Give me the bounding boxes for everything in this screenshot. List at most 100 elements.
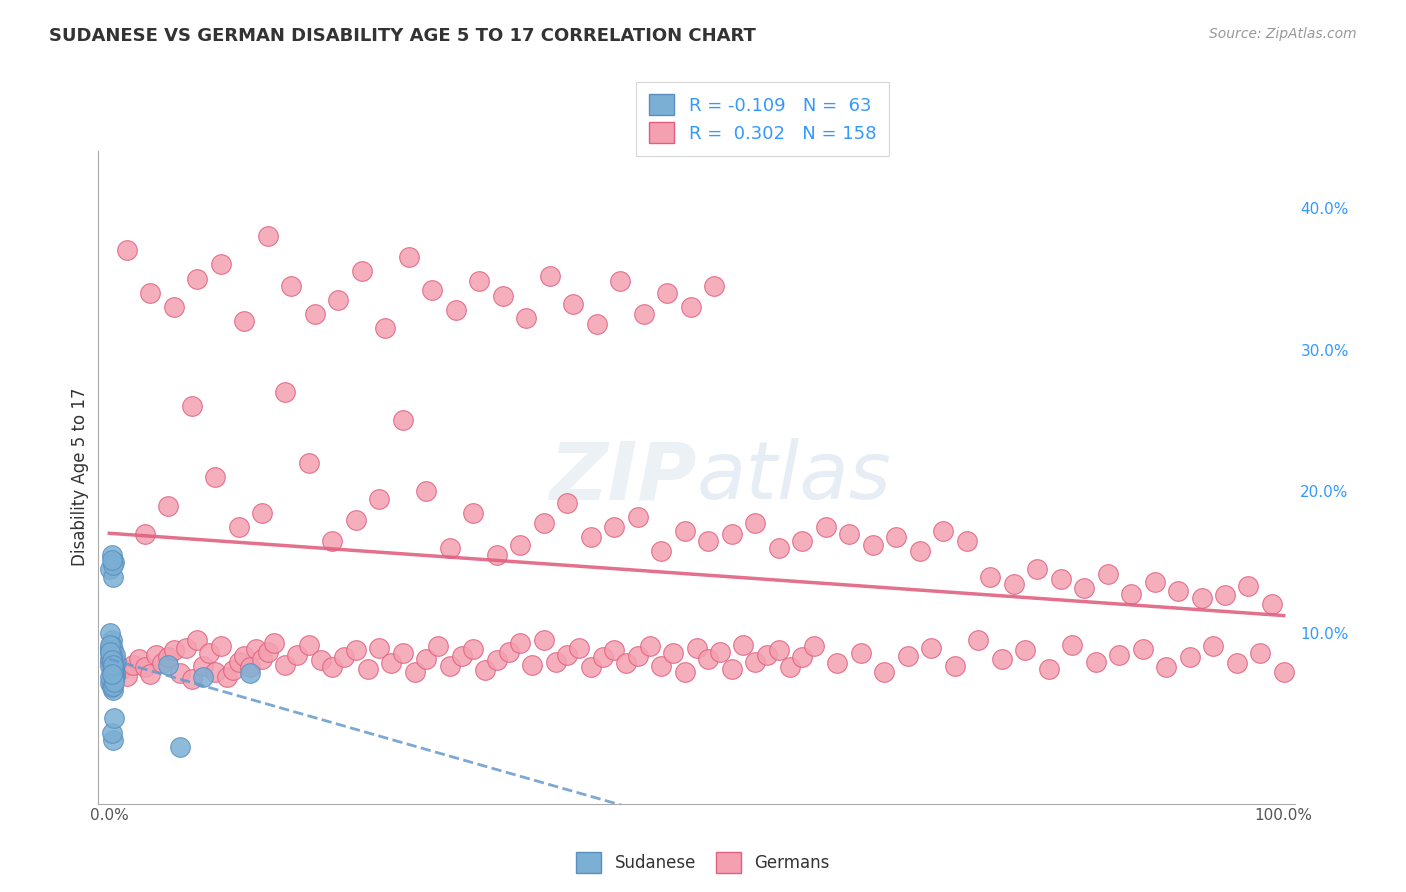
Point (1049, 573, 1071, 587)
Point (105, 655, 128, 669)
Point (374, 321, 396, 335)
Point (1237, 580, 1260, 594)
Point (221, 663, 243, 677)
Point (163, 300, 186, 314)
Point (101, 643, 124, 657)
Point (657, 285, 679, 300)
Point (838, 527, 860, 541)
Point (562, 297, 585, 311)
Point (603, 520, 626, 534)
Point (233, 314, 256, 328)
Point (100, 640, 122, 655)
Point (614, 656, 637, 670)
Point (439, 659, 461, 673)
Point (100, 643, 122, 657)
Point (298, 456, 321, 470)
Point (104, 648, 127, 662)
Point (703, 278, 725, 293)
Point (245, 642, 267, 657)
Point (100, 626, 122, 640)
Point (404, 665, 426, 679)
Point (100, 670, 122, 684)
Point (967, 633, 990, 648)
Point (650, 659, 672, 673)
Point (509, 538, 531, 552)
Point (803, 639, 825, 653)
Point (209, 639, 232, 653)
Point (357, 662, 380, 676)
Point (932, 524, 955, 538)
Point (908, 544, 931, 558)
Text: ZIP: ZIP (550, 438, 696, 516)
Point (439, 541, 461, 556)
Point (557, 496, 579, 510)
Point (101, 657, 124, 672)
Point (328, 293, 350, 307)
Point (579, 530, 602, 544)
Point (134, 660, 156, 674)
Point (100, 667, 122, 681)
Point (779, 660, 801, 674)
Point (344, 513, 367, 527)
Point (233, 648, 256, 663)
Point (679, 300, 702, 314)
Point (463, 506, 485, 520)
Point (157, 650, 180, 665)
Point (827, 656, 849, 670)
Point (814, 520, 837, 534)
Point (792, 650, 814, 665)
Point (1097, 566, 1119, 581)
Point (100, 648, 122, 663)
Y-axis label: Disability Age 5 to 17: Disability Age 5 to 17 (72, 388, 89, 566)
Point (368, 491, 391, 506)
Point (100, 646, 122, 660)
Point (392, 646, 415, 660)
Point (101, 655, 124, 669)
Point (101, 663, 124, 677)
Point (104, 669, 127, 683)
Point (100, 650, 122, 665)
Point (450, 648, 472, 663)
Point (115, 243, 138, 257)
Point (150, 656, 173, 670)
Point (633, 307, 655, 321)
Point (180, 672, 202, 686)
Point (100, 562, 122, 576)
Point (215, 670, 238, 684)
Point (186, 271, 208, 285)
Point (115, 669, 138, 683)
Point (101, 558, 124, 573)
Point (1213, 588, 1236, 602)
Point (1154, 660, 1177, 674)
Point (103, 662, 125, 676)
Point (720, 527, 742, 541)
Point (250, 652, 273, 666)
Point (100, 652, 122, 666)
Point (685, 640, 707, 655)
Point (239, 660, 262, 674)
Point (368, 640, 391, 655)
Point (250, 506, 273, 520)
Point (1202, 639, 1225, 653)
Text: SUDANESE VS GERMAN DISABILITY AGE 5 TO 17 CORRELATION CHART: SUDANESE VS GERMAN DISABILITY AGE 5 TO 1… (49, 27, 756, 45)
Point (884, 530, 907, 544)
Point (100, 639, 122, 653)
Point (650, 544, 672, 558)
Point (1226, 656, 1249, 670)
Point (344, 643, 367, 657)
Point (709, 645, 731, 659)
Point (263, 636, 285, 650)
Point (103, 672, 125, 686)
Point (380, 656, 402, 670)
Point (485, 653, 508, 667)
Point (100, 670, 122, 684)
Point (101, 660, 124, 674)
Point (101, 656, 124, 670)
Point (157, 657, 180, 672)
Point (103, 555, 125, 569)
Point (169, 739, 191, 754)
Point (638, 639, 661, 653)
Point (744, 655, 766, 669)
Point (121, 657, 143, 672)
Point (134, 527, 156, 541)
